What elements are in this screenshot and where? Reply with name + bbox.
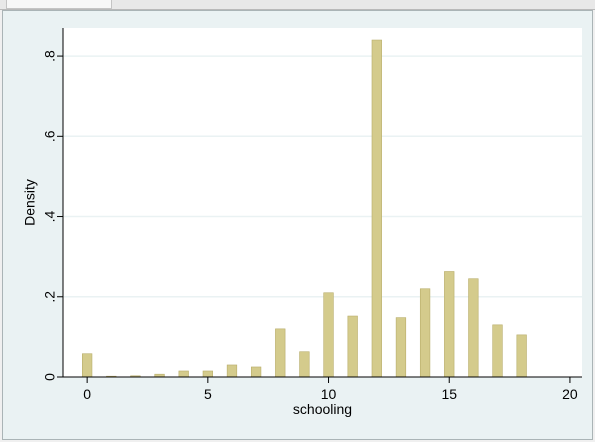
x-tick-label: 0	[83, 386, 91, 402]
y-tick-label: .4	[42, 210, 58, 222]
bar	[516, 334, 527, 378]
y-tick-label: 0	[42, 373, 58, 381]
bar	[371, 39, 382, 378]
x-tick-label: 10	[321, 386, 337, 402]
y-axis-label: Density	[22, 179, 38, 226]
tab-strip	[0, 0, 595, 10]
bar	[492, 324, 503, 378]
x-tick-label: 15	[441, 386, 457, 402]
x-axis-label: schooling	[293, 401, 352, 417]
gridlines	[63, 55, 582, 298]
bar	[323, 292, 334, 378]
bar	[419, 288, 431, 378]
plot-region	[63, 28, 582, 377]
bar	[226, 364, 238, 378]
bar	[468, 278, 479, 378]
y-tick-label: .2	[42, 291, 58, 303]
bar	[444, 271, 455, 378]
bar	[202, 370, 213, 378]
bar	[82, 353, 93, 378]
y-tick-label: .8	[42, 50, 58, 62]
bar	[299, 351, 310, 378]
axes: 0 5 10 15 20 0 .2 .4 .6 .8	[42, 28, 582, 402]
bars	[82, 39, 527, 378]
y-tick-label: .6	[42, 130, 58, 142]
bar	[250, 366, 262, 378]
bar	[275, 328, 286, 378]
histogram-chart: 0 5 10 15 20 0 .2 .4 .6 .8 schooling Density	[22, 28, 582, 417]
graph-frame: 0 5 10 15 20 0 .2 .4 .6 .8 schooling Density	[2, 10, 593, 440]
x-tick-label: 5	[204, 386, 212, 402]
bar	[178, 370, 189, 378]
x-tick-label: 20	[562, 386, 578, 402]
bar	[347, 315, 358, 378]
bar	[395, 317, 407, 378]
graph-tab[interactable]	[6, 0, 112, 9]
